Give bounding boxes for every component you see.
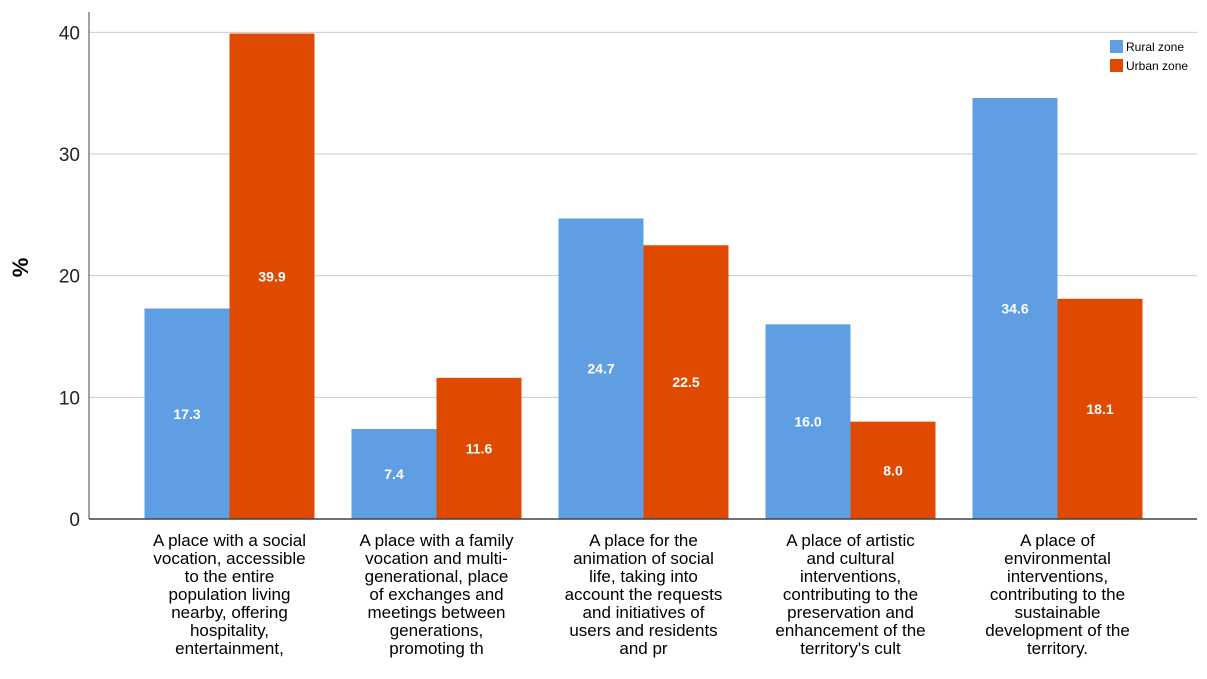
x-category-label: population living	[169, 585, 291, 604]
x-category-label: hospitality,	[190, 621, 269, 640]
x-category-label: A place of artistic	[786, 531, 915, 550]
bar-urban-zone	[643, 245, 729, 519]
x-category-label: territory.	[1027, 639, 1088, 658]
x-category-label: development of the	[985, 621, 1130, 640]
x-category-label: users and residents	[569, 621, 717, 640]
x-category-label: meetings between	[368, 603, 506, 622]
x-category-label: interventions,	[800, 567, 901, 586]
x-category-label: A place with a social	[153, 531, 306, 550]
bar-value-label: 7.4	[384, 466, 404, 482]
x-category-label: and cultural	[807, 549, 895, 568]
x-category-label: sustainable	[1014, 603, 1100, 622]
bar-rural-zone	[972, 98, 1058, 520]
bar-rural-zone	[144, 308, 230, 519]
x-category-label: to the entire	[185, 567, 275, 586]
x-category-label: entertainment,	[175, 639, 284, 658]
y-tick-label: 30	[59, 145, 80, 166]
x-category-label: promoting th	[389, 639, 484, 658]
bar-urban-zone	[850, 421, 936, 519]
x-category-label: life, taking into	[589, 567, 698, 586]
legend-swatch	[1110, 40, 1123, 53]
x-category-label: A place for the	[589, 531, 698, 550]
x-category-label: enhancement of the	[775, 621, 925, 640]
x-category-label: and initiatives of	[583, 603, 705, 622]
bar-rural-zone	[351, 428, 437, 519]
y-tick-label: 40	[59, 23, 80, 44]
x-category-label: contributing to the	[783, 585, 918, 604]
bar-value-label: 39.9	[258, 268, 285, 284]
bar-rural-zone	[765, 324, 851, 519]
x-category-label: nearby, offering	[171, 603, 288, 622]
bar-value-label: 22.5	[672, 374, 699, 390]
legend-label: Rural zone	[1126, 40, 1184, 54]
bar-value-label: 11.6	[466, 440, 493, 456]
bar-urban-zone	[436, 377, 522, 519]
x-category-label: preservation and	[787, 603, 914, 622]
y-tick-label: 20	[59, 267, 80, 288]
x-category-label: interventions,	[1007, 567, 1108, 586]
x-category-label: territory's cult	[800, 639, 901, 658]
bar-value-label: 18.1	[1086, 401, 1113, 417]
y-tick-label: 0	[69, 510, 80, 531]
x-category-label: vocation and multi-	[365, 549, 508, 568]
x-category-label: contributing to the	[990, 585, 1125, 604]
x-category-label: and pr	[619, 639, 668, 658]
bar-value-label: 34.6	[1001, 301, 1028, 317]
x-category-label: account the requests	[565, 585, 723, 604]
bar-value-label: 8.0	[883, 462, 903, 478]
legend-swatch	[1110, 59, 1123, 72]
y-axis-title: %	[8, 258, 33, 278]
x-category-label: environmental	[1004, 549, 1111, 568]
x-category-label: of exchanges and	[369, 585, 503, 604]
x-category-label: animation of social	[573, 549, 714, 568]
bar-urban-zone	[1057, 298, 1143, 519]
x-category-label: generations,	[390, 621, 484, 640]
x-category-label: A place with a family	[359, 531, 514, 550]
bar-value-label: 24.7	[587, 361, 614, 377]
bar-rural-zone	[558, 218, 644, 519]
bar-value-label: 17.3	[173, 406, 200, 422]
x-category-label: A place of	[1020, 531, 1095, 550]
bar-urban-zone	[229, 33, 315, 520]
x-category-label: vocation, accessible	[153, 549, 305, 568]
y-tick-label: 10	[59, 388, 80, 409]
legend-label: Urban zone	[1126, 59, 1188, 73]
x-category-label: generational, place	[365, 567, 509, 586]
bar-value-label: 16.0	[794, 414, 821, 430]
